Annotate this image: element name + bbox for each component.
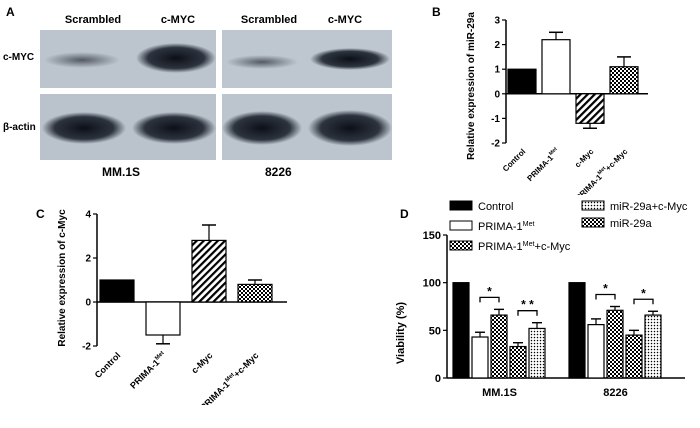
band-cmyc-8226-overexpressed xyxy=(310,48,390,70)
chart-d-group-label-mm-1s: MM.1S xyxy=(482,387,517,399)
chart-b-xtick-label-c-myc: c-Myc xyxy=(573,147,596,170)
chart-d-bar-mm-1s-mir-29a xyxy=(509,345,527,379)
chart-d-bar-mm-1s-control xyxy=(452,282,470,379)
chart-d-legend-label-prima-1met-c-myc: PRIMA-1Met+c-Myc xyxy=(478,240,571,253)
chart-d-sig-mm1s-prima-bracket xyxy=(479,296,500,303)
chart-cmyc-expression: Relative expression of c-Myc -2 0 2 4 Contro… xyxy=(57,209,287,405)
chart-mir29a-expression: Relative expression of miR-29a -2 -1 0 1 2 3 C… xyxy=(466,12,648,195)
chart-d-legend-label-mir-29a: miR-29a xyxy=(610,218,652,230)
chart-d-ytick-label: 0 xyxy=(435,373,441,385)
row-label-cmyc: c-MYC xyxy=(3,52,35,63)
band-cmyc-mm1s-scrambled xyxy=(44,52,120,68)
chart-d-bar-mm-1s-prima-1met xyxy=(471,336,489,379)
chart-d-legend-swatch-mir-29a xyxy=(581,217,605,228)
band-actin-mm1s-2 xyxy=(132,112,216,144)
lane-label-scrambled-mm1s: Scrambled xyxy=(64,14,122,26)
chart-d-legend-label-mir-29a-c-myc: miR-29a+c-Myc xyxy=(610,201,688,213)
chart-b-ytick-label: 3 xyxy=(494,16,500,27)
chart-c-bar-c-myc xyxy=(191,239,227,303)
chart-c-ytick-label: 4 xyxy=(85,210,91,221)
band-actin-mm1s-1 xyxy=(42,112,126,144)
panel-a-letter: A xyxy=(6,5,15,19)
chart-b-bar-prima-1met-c-myc xyxy=(609,66,639,95)
chart-b-ytick-label: 2 xyxy=(494,40,500,51)
chart-b-bar-c-myc xyxy=(575,93,605,124)
chart-d-group-label-8226: 8226 xyxy=(603,387,627,399)
chart-d-sig-mm1s-mir29a-label: * * xyxy=(521,298,534,312)
lane-label-scrambled-8226: Scrambled xyxy=(240,14,298,26)
band-actin-8226-2 xyxy=(308,110,392,146)
chart-d-sig-mm1s-mir29a-bracket xyxy=(517,310,538,316)
chart-c-ylabel: Relative expression of c-Myc xyxy=(57,209,68,347)
western-blot xyxy=(40,30,392,160)
chart-c-bar-prima-1met-c-myc xyxy=(237,283,273,303)
chart-d-sig-8226-mir29a-label: * xyxy=(641,286,646,300)
chart-d-ytick-label: 150 xyxy=(423,230,441,242)
chart-b-bar-prima-1met xyxy=(541,39,571,95)
cell-line-label-8226: 8226 xyxy=(265,165,292,179)
chart-b-ytick-label: 1 xyxy=(494,65,500,76)
chart-d-legend-swatch-prima-1met-c-myc xyxy=(449,240,473,251)
row-label-beta-actin: β-actin xyxy=(3,122,36,133)
chart-d-sig-8226-prima-label: * xyxy=(603,282,608,296)
chart-d-ytick-label: 100 xyxy=(423,278,441,290)
chart-c-ytick-label: 2 xyxy=(85,254,91,265)
chart-d-legend-label-prima-1met: PRIMA-1Met xyxy=(478,220,535,233)
band-cmyc-mm1s-overexpressed xyxy=(136,43,216,73)
chart-b-ytick-label: -1 xyxy=(491,114,500,125)
chart-d-bar-8226-prima-1met-c-myc xyxy=(606,309,624,379)
band-cmyc-8226-scrambled xyxy=(226,55,298,69)
chart-viability: Viability (%) 0 50 100 150 MM.1S 8226 * * * * * Co… xyxy=(395,200,688,399)
chart-d-ytick-label: 50 xyxy=(429,325,441,337)
band-actin-8226-1 xyxy=(222,111,302,145)
chart-d-bar-8226-mir-29a xyxy=(625,334,643,379)
chart-c-bar-control xyxy=(99,279,135,303)
lane-label-cmyc-8226: c-MYC xyxy=(327,14,363,26)
panel-c-letter: C xyxy=(36,207,45,221)
chart-c-bar-prima-1met xyxy=(145,301,181,336)
chart-d-sig-8226-mir29a-bracket xyxy=(633,298,654,305)
chart-c-ytick-label: -2 xyxy=(82,342,91,353)
chart-d-bar-8226-control xyxy=(568,282,586,379)
chart-d-legend-swatch-mir-29a-c-myc xyxy=(581,200,605,211)
chart-d-legend-label-control: Control xyxy=(478,201,513,213)
cell-line-label-mm1s: MM.1S xyxy=(102,165,141,179)
chart-b-ytick-label: -2 xyxy=(491,139,500,150)
chart-d-legend-swatch-control xyxy=(449,200,473,211)
lane-label-cmyc-mm1s: c-MYC xyxy=(160,14,196,26)
chart-b-xtick-label-control: Control xyxy=(501,147,527,173)
chart-c-xtick-label-c-myc: c-Myc xyxy=(189,350,214,375)
panel-d-letter: D xyxy=(400,207,409,221)
chart-d-bar-mm-1s-prima-1met-c-myc xyxy=(490,314,508,379)
chart-b-ylabel: Relative expression of miR-29a xyxy=(466,12,477,160)
chart-d-bar-mm-1s-mir-29a-c-myc xyxy=(528,327,546,379)
chart-c-xtick-label-prima-1met: PRIMA-1Met xyxy=(128,350,168,390)
chart-c-ytick-label: 0 xyxy=(85,298,91,309)
chart-d-ylabel: Viability (%) xyxy=(395,302,407,364)
chart-d-bar-8226-prima-1met xyxy=(587,324,605,379)
chart-b-ytick-label: 0 xyxy=(494,89,500,100)
chart-d-legend-swatch-prima-1met xyxy=(449,220,473,231)
panel-b-letter: B xyxy=(432,5,441,19)
chart-b-bar-control xyxy=(507,68,537,95)
chart-d-bar-8226-mir-29a-c-myc xyxy=(644,314,662,379)
chart-c-xtick-label-control: Control xyxy=(93,350,123,380)
chart-b-xtick-label-prima-1met: PRIMA-1Met xyxy=(525,146,562,183)
chart-d-sig-mm1s-prima-label: * xyxy=(487,284,492,298)
chart-d-sig-8226-prima-bracket xyxy=(595,293,616,300)
